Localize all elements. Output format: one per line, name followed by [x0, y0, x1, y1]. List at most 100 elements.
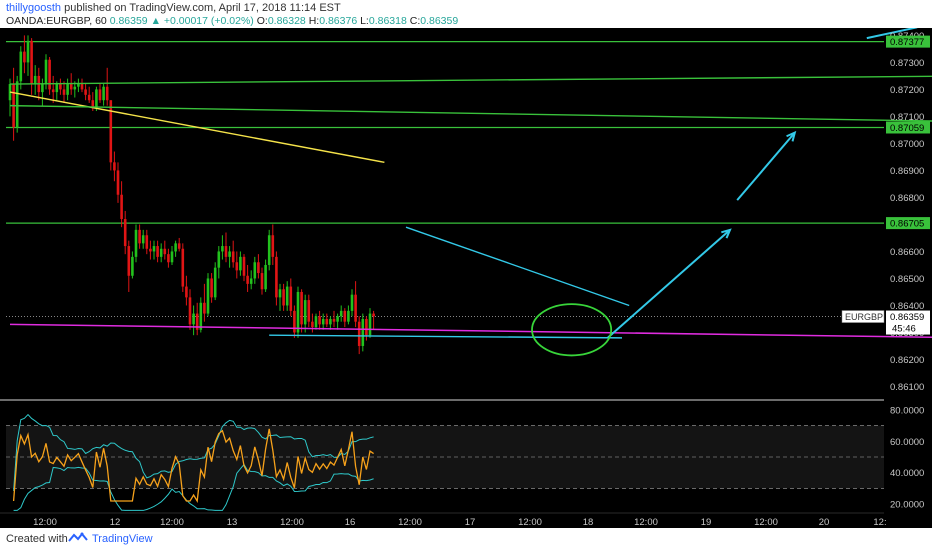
arrow-head-icon	[786, 130, 797, 142]
symbol-tag-box	[841, 310, 885, 323]
candle-body	[235, 262, 239, 271]
candle-body	[372, 313, 375, 317]
candle-body	[289, 286, 293, 311]
candle-series	[8, 35, 375, 355]
candle-body	[361, 318, 365, 346]
candle-body	[314, 316, 318, 328]
time-tick-label: 12	[110, 517, 121, 528]
candle-body	[347, 310, 350, 322]
trendline-cyan-4	[269, 334, 623, 339]
time-tick-label: 20	[819, 517, 830, 528]
candle-body	[271, 235, 275, 257]
current-price-box	[886, 310, 930, 335]
candle-body	[221, 246, 224, 252]
candle-body	[264, 264, 267, 290]
time-tick-label: 18	[583, 517, 594, 528]
candle-body	[300, 291, 303, 325]
candle-body	[123, 219, 127, 247]
ohlc-line: OANDA:EURGBP, 60 0.86359 ▲ +0.00017 (+0.…	[6, 15, 458, 28]
tradingview-logo-icon	[68, 532, 88, 547]
time-tick-label: 13	[227, 517, 238, 528]
price-tick-label: 0.87200	[890, 85, 924, 96]
projection-arrow-2	[866, 26, 918, 40]
price-tick-label: 0.86500	[890, 274, 924, 285]
price-tick-label: 0.87000	[890, 139, 924, 150]
trendline-green-1	[9, 75, 932, 85]
candle-body	[249, 278, 253, 284]
rsi-line	[12, 428, 374, 503]
candle-body	[102, 86, 105, 101]
candle-body	[152, 246, 156, 252]
candle-body	[44, 59, 48, 85]
candle-body	[357, 321, 361, 346]
candle-body	[98, 89, 102, 101]
candle-body	[167, 254, 170, 263]
candle-body	[321, 318, 325, 325]
candle-body	[246, 275, 249, 284]
rsi-band-background	[6, 425, 884, 489]
candle-body	[30, 40, 33, 85]
candle-body	[282, 289, 285, 306]
candle-body	[217, 251, 221, 268]
candle-body	[159, 248, 163, 257]
high-value: 0.86376	[319, 15, 358, 27]
candle-body	[127, 246, 131, 276]
candle-body	[350, 294, 354, 311]
tradingview-brand[interactable]: TradingView	[92, 533, 153, 545]
horizontal-levels	[6, 40, 884, 317]
publish-text: published on TradingView.com, April 17, …	[64, 2, 341, 14]
author-name[interactable]: thillygoosth	[6, 2, 62, 14]
candle-body	[149, 248, 152, 252]
candle-body	[278, 289, 282, 298]
candle-body	[80, 84, 84, 90]
high-label: H:	[308, 15, 320, 27]
candle-body	[95, 89, 98, 109]
created-with-text: Created with	[6, 533, 68, 545]
trendline-yellow-0	[9, 91, 385, 164]
candle-body	[339, 310, 343, 317]
candle-body	[134, 229, 138, 257]
candle-body	[260, 273, 264, 290]
candle-body	[253, 262, 257, 279]
candle-body	[275, 256, 278, 298]
candle-body	[156, 246, 159, 257]
price-label-box	[886, 121, 930, 134]
time-tick-label: 19	[701, 517, 712, 528]
candle-body	[19, 51, 23, 82]
price-label-box	[886, 35, 930, 48]
candle-body	[311, 321, 314, 328]
candle-body	[329, 318, 332, 325]
candle-body	[242, 256, 246, 276]
candle-body	[188, 297, 192, 325]
price-tick-label: 0.86100	[890, 382, 924, 393]
time-tick-label: 12:00	[33, 517, 57, 528]
candle-body	[84, 89, 87, 95]
time-axis: 12:00 12 12:00 13 12:00 16 12:00 17 12:00 18 12:00…	[0, 512, 887, 528]
price-tick-label: 0.86400	[890, 301, 924, 312]
highlight-ellipse	[531, 303, 613, 357]
close-value: 0.86359	[420, 15, 459, 27]
low-value: 0.86318	[368, 15, 407, 27]
rsi-pane: 80.0000 60.0000 40.0000 20.0000	[6, 405, 924, 511]
candle-body	[120, 194, 123, 220]
price-tick-label: 0.86200	[890, 355, 924, 366]
candle-body	[15, 81, 19, 128]
candle-body	[51, 89, 55, 93]
footer: Created with TradingView	[0, 528, 932, 550]
rsi-tick-label: 60.0000	[890, 437, 924, 448]
time-tick-label: 12:00	[160, 517, 184, 528]
trendline-cyan-5	[405, 226, 630, 307]
candle-body	[59, 84, 62, 90]
candle-body	[195, 313, 199, 330]
time-tick-label: 12:00	[634, 517, 658, 528]
candle-body	[48, 59, 51, 90]
candle-body	[210, 278, 213, 298]
candle-body	[87, 94, 91, 101]
candle-body	[163, 248, 167, 255]
candle-body	[267, 235, 271, 265]
candle-body	[181, 248, 185, 287]
candle-body	[228, 251, 231, 257]
candle-body	[105, 86, 109, 101]
